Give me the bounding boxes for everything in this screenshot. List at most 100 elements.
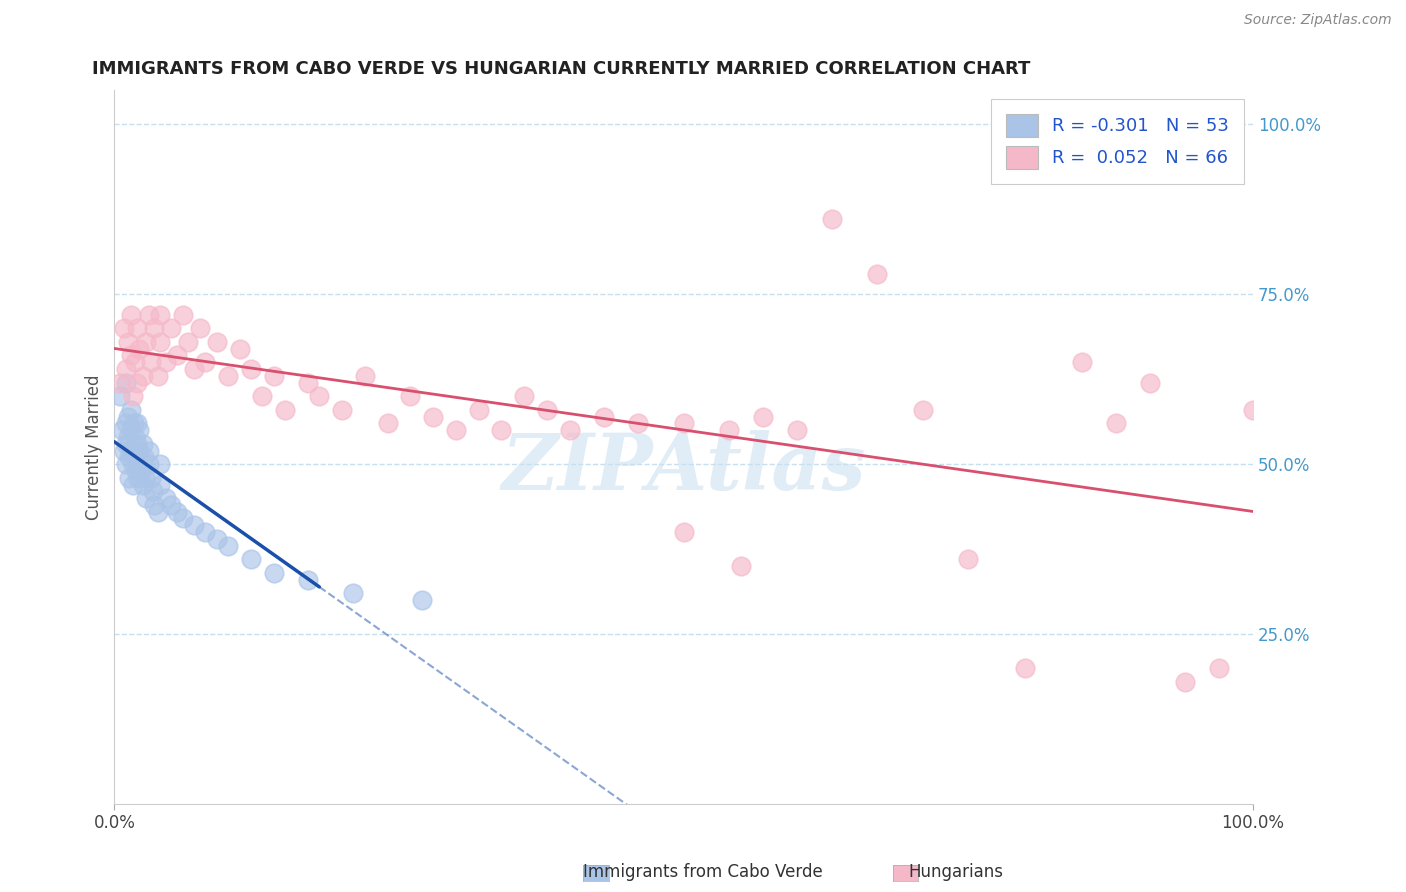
- Point: [149, 334, 172, 349]
- Point: [108, 376, 131, 390]
- Point: [149, 308, 172, 322]
- Point: [160, 498, 183, 512]
- Point: [114, 436, 136, 450]
- Point: [172, 308, 194, 322]
- Point: [1208, 661, 1230, 675]
- Point: [183, 518, 205, 533]
- Point: [166, 505, 188, 519]
- Point: [672, 417, 695, 431]
- Point: [194, 355, 217, 369]
- Point: [911, 402, 934, 417]
- Point: [786, 423, 808, 437]
- Point: [308, 389, 330, 403]
- Point: [149, 477, 172, 491]
- Text: Hungarians: Hungarians: [908, 863, 1004, 881]
- Point: [111, 423, 134, 437]
- Point: [536, 402, 558, 417]
- Point: [1241, 402, 1264, 417]
- Text: Source: ZipAtlas.com: Source: ZipAtlas.com: [1244, 13, 1392, 28]
- Point: [330, 402, 353, 417]
- Point: [1071, 355, 1094, 369]
- Point: [114, 457, 136, 471]
- Point: [274, 402, 297, 417]
- Point: [114, 417, 136, 431]
- Point: [143, 498, 166, 512]
- Point: [1139, 376, 1161, 390]
- Point: [132, 450, 155, 465]
- Point: [121, 443, 143, 458]
- Point: [672, 525, 695, 540]
- Point: [377, 417, 399, 431]
- Point: [240, 552, 263, 566]
- Point: [127, 417, 149, 431]
- Point: [155, 355, 177, 369]
- Point: [177, 334, 200, 349]
- Point: [132, 368, 155, 383]
- Point: [124, 430, 146, 444]
- Point: [444, 423, 467, 437]
- Point: [139, 355, 162, 369]
- Point: [124, 355, 146, 369]
- Point: [135, 491, 157, 505]
- Point: [1014, 661, 1036, 675]
- Point: [467, 402, 489, 417]
- Point: [240, 362, 263, 376]
- Point: [132, 436, 155, 450]
- Point: [160, 321, 183, 335]
- Point: [1105, 417, 1128, 431]
- Point: [411, 593, 433, 607]
- Point: [138, 443, 160, 458]
- Point: [143, 321, 166, 335]
- Point: [128, 443, 150, 458]
- Point: [188, 321, 211, 335]
- Point: [166, 348, 188, 362]
- Point: [399, 389, 422, 403]
- Point: [297, 573, 319, 587]
- Point: [866, 267, 889, 281]
- Point: [172, 511, 194, 525]
- Point: [114, 376, 136, 390]
- Point: [127, 376, 149, 390]
- Text: IMMIGRANTS FROM CABO VERDE VS HUNGARIAN CURRENTLY MARRIED CORRELATION CHART: IMMIGRANTS FROM CABO VERDE VS HUNGARIAN …: [91, 60, 1031, 78]
- Text: Immigrants from Cabo Verde: Immigrants from Cabo Verde: [583, 863, 823, 881]
- Point: [125, 464, 148, 478]
- Point: [513, 389, 536, 403]
- Point: [118, 450, 141, 465]
- Point: [112, 443, 135, 458]
- Point: [118, 471, 141, 485]
- Point: [142, 484, 165, 499]
- Point: [117, 430, 139, 444]
- Y-axis label: Currently Married: Currently Married: [86, 375, 103, 520]
- Point: [129, 464, 152, 478]
- Point: [297, 376, 319, 390]
- Point: [117, 409, 139, 424]
- Point: [146, 368, 169, 383]
- Point: [127, 457, 149, 471]
- Point: [121, 348, 143, 362]
- Point: [263, 368, 285, 383]
- Point: [127, 321, 149, 335]
- Point: [121, 423, 143, 437]
- Point: [194, 525, 217, 540]
- Point: [124, 443, 146, 458]
- Point: [593, 409, 616, 424]
- Point: [114, 362, 136, 376]
- Point: [820, 212, 842, 227]
- Text: ZIPAtlas: ZIPAtlas: [502, 430, 866, 507]
- Point: [183, 362, 205, 376]
- Point: [134, 471, 156, 485]
- Point: [128, 423, 150, 437]
- Point: [1173, 674, 1195, 689]
- Point: [121, 477, 143, 491]
- Point: [121, 389, 143, 403]
- Point: [354, 368, 377, 383]
- Point: [127, 436, 149, 450]
- Point: [138, 308, 160, 322]
- Point: [217, 368, 239, 383]
- Point: [135, 334, 157, 349]
- Point: [205, 532, 228, 546]
- Point: [127, 471, 149, 485]
- Point: [128, 342, 150, 356]
- Point: [117, 334, 139, 349]
- Point: [155, 491, 177, 505]
